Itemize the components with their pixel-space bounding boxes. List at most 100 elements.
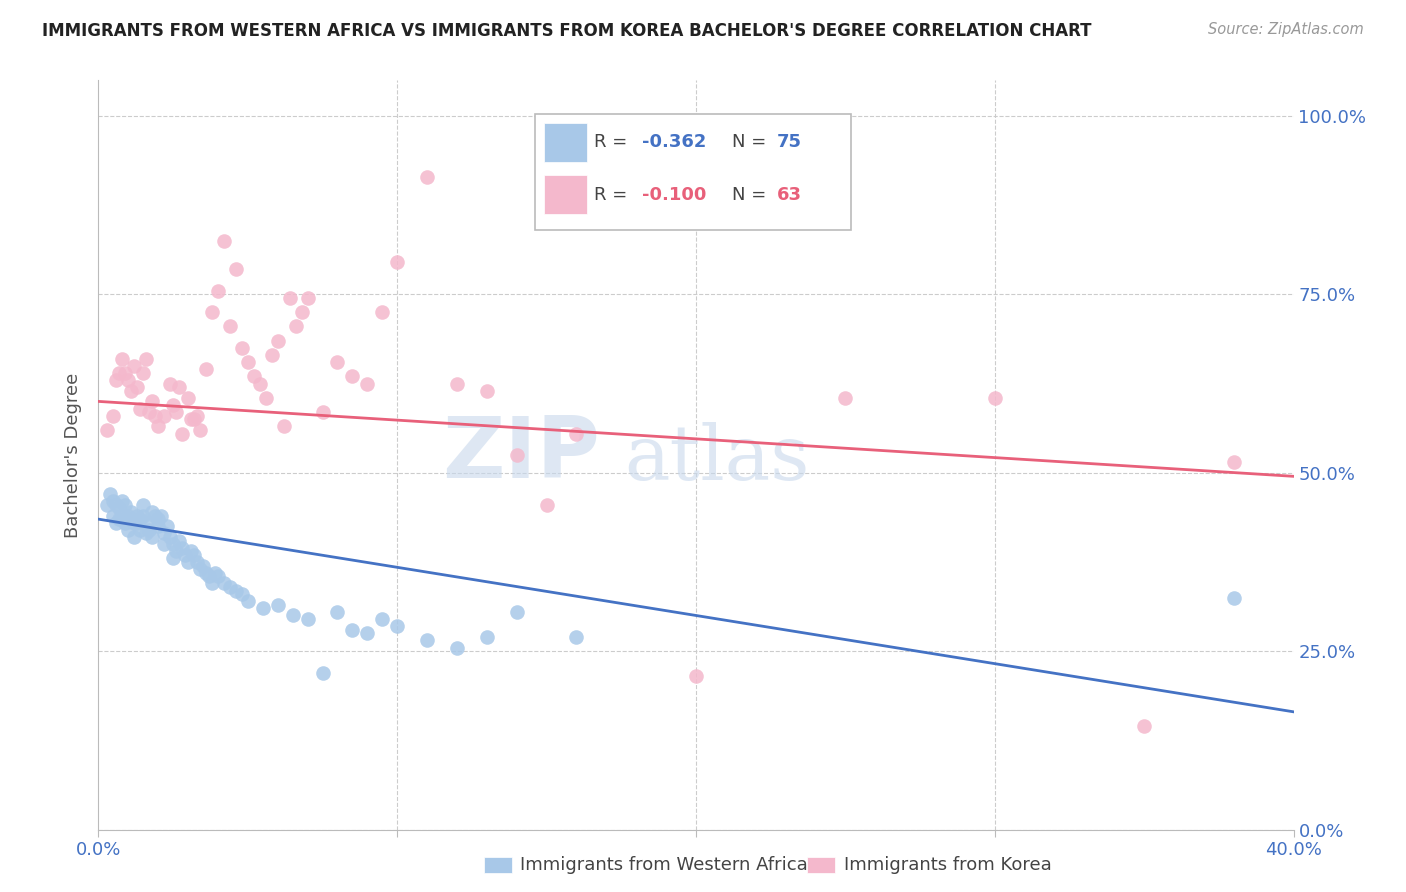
Point bbox=[143, 508, 166, 523]
Point bbox=[356, 376, 378, 391]
Point bbox=[356, 626, 378, 640]
Point bbox=[153, 537, 176, 551]
Point bbox=[186, 409, 208, 423]
Point bbox=[172, 541, 194, 555]
Text: R =: R = bbox=[595, 186, 633, 204]
Point bbox=[201, 576, 224, 591]
Point bbox=[385, 255, 409, 269]
Point bbox=[124, 359, 146, 373]
Text: IMMIGRANTS FROM WESTERN AFRICA VS IMMIGRANTS FROM KOREA BACHELOR'S DEGREE CORREL: IMMIGRANTS FROM WESTERN AFRICA VS IMMIGR… bbox=[42, 22, 1091, 40]
Point bbox=[132, 366, 155, 380]
Point bbox=[281, 608, 304, 623]
Point bbox=[148, 419, 170, 434]
Point bbox=[204, 566, 226, 580]
Point bbox=[108, 366, 131, 380]
Point bbox=[201, 305, 224, 319]
Point bbox=[180, 412, 202, 426]
Point bbox=[188, 423, 211, 437]
Point bbox=[124, 530, 146, 544]
Point bbox=[167, 380, 190, 394]
Point bbox=[132, 498, 155, 512]
Point bbox=[212, 234, 235, 248]
Point bbox=[165, 405, 187, 419]
Point bbox=[198, 569, 221, 583]
Point bbox=[127, 380, 149, 394]
Point bbox=[191, 558, 214, 573]
Point bbox=[162, 551, 184, 566]
Point bbox=[129, 512, 152, 526]
Point bbox=[153, 409, 176, 423]
Point bbox=[96, 498, 118, 512]
Point bbox=[124, 516, 146, 530]
Point bbox=[117, 373, 139, 387]
Point bbox=[385, 619, 409, 633]
Point bbox=[129, 401, 152, 416]
Point bbox=[236, 355, 259, 369]
Point bbox=[252, 601, 274, 615]
Point bbox=[267, 598, 290, 612]
Point bbox=[153, 526, 176, 541]
Text: 63: 63 bbox=[778, 186, 803, 204]
Point bbox=[186, 555, 208, 569]
FancyBboxPatch shape bbox=[534, 114, 852, 230]
Point bbox=[506, 448, 529, 462]
Point bbox=[183, 412, 205, 426]
Point bbox=[565, 630, 588, 644]
Point bbox=[446, 376, 468, 391]
Point bbox=[103, 508, 125, 523]
Text: atlas: atlas bbox=[624, 422, 810, 496]
Point bbox=[231, 341, 253, 355]
Point bbox=[326, 605, 349, 619]
Text: 75: 75 bbox=[778, 134, 803, 152]
Point bbox=[267, 334, 290, 348]
Text: Immigrants from Korea: Immigrants from Korea bbox=[844, 856, 1052, 874]
Point bbox=[342, 623, 364, 637]
Point bbox=[159, 376, 181, 391]
Point bbox=[105, 498, 128, 512]
Point bbox=[165, 544, 187, 558]
Point bbox=[174, 548, 197, 562]
Point bbox=[195, 362, 218, 376]
Point bbox=[111, 508, 134, 523]
Point bbox=[98, 487, 122, 501]
Point bbox=[114, 498, 136, 512]
Text: N =: N = bbox=[733, 134, 772, 152]
Point bbox=[148, 519, 170, 533]
Point bbox=[111, 494, 134, 508]
Point bbox=[1133, 719, 1156, 733]
Point bbox=[685, 669, 707, 683]
Point bbox=[219, 319, 242, 334]
Point bbox=[96, 423, 118, 437]
Point bbox=[231, 587, 253, 601]
Point bbox=[284, 319, 307, 334]
Point bbox=[188, 562, 211, 576]
Point bbox=[565, 426, 588, 441]
Point bbox=[243, 369, 266, 384]
Point bbox=[1223, 591, 1246, 605]
Point bbox=[108, 501, 131, 516]
Point bbox=[371, 305, 394, 319]
Point bbox=[371, 612, 394, 626]
Point bbox=[141, 530, 163, 544]
Point bbox=[416, 633, 439, 648]
Point bbox=[273, 419, 295, 434]
Point bbox=[138, 523, 160, 537]
Point bbox=[326, 355, 349, 369]
Point bbox=[446, 640, 468, 655]
Point bbox=[143, 409, 166, 423]
Point bbox=[475, 384, 498, 398]
Point bbox=[120, 384, 142, 398]
Text: -0.362: -0.362 bbox=[643, 134, 707, 152]
Point bbox=[105, 373, 128, 387]
Point bbox=[207, 569, 229, 583]
Point bbox=[219, 580, 242, 594]
Point bbox=[1223, 455, 1246, 469]
Text: -0.100: -0.100 bbox=[643, 186, 707, 204]
Point bbox=[207, 284, 229, 298]
Point bbox=[195, 566, 218, 580]
Point bbox=[342, 369, 364, 384]
Text: Source: ZipAtlas.com: Source: ZipAtlas.com bbox=[1208, 22, 1364, 37]
Point bbox=[117, 508, 139, 523]
Point bbox=[129, 523, 152, 537]
Point bbox=[260, 348, 283, 362]
